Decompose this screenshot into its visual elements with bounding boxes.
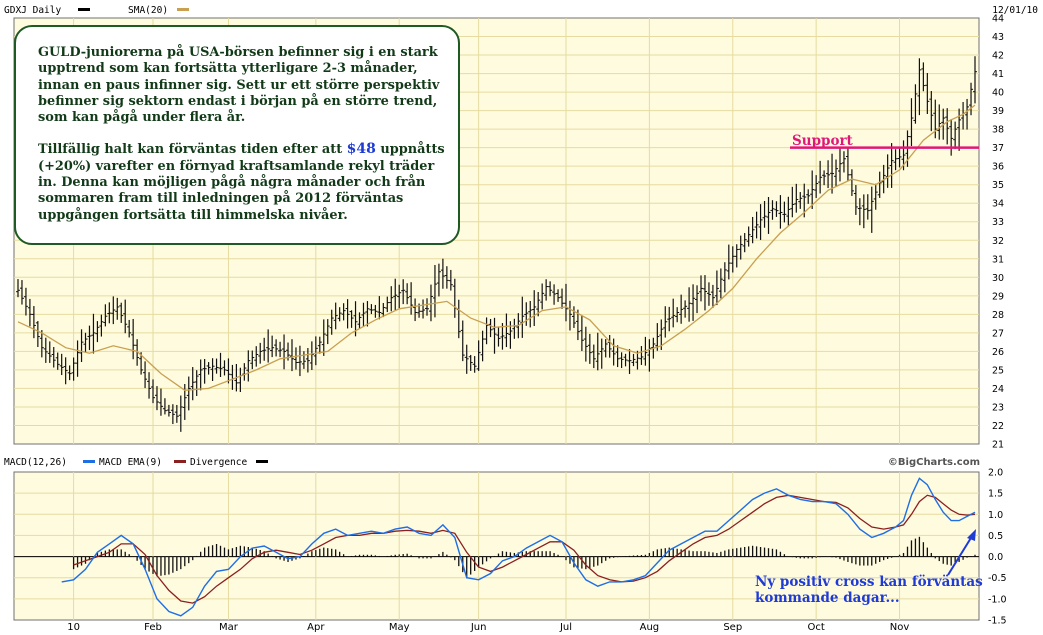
month-label: Jul bbox=[559, 622, 572, 633]
macd-ema-line bbox=[73, 494, 976, 604]
price-tick-label: 21 bbox=[992, 440, 1004, 451]
macd-legend-swatch bbox=[83, 460, 95, 463]
sma-legend-swatch bbox=[177, 8, 189, 11]
macd-ema-legend-label: MACD EMA(9) bbox=[99, 457, 162, 468]
macd-tick-label: -1.5 bbox=[988, 616, 1007, 627]
commentary-box: GULD-juniorerna på USA-börsen befinner s… bbox=[14, 25, 460, 245]
macd-legend-title: MACD(12,26) bbox=[4, 457, 67, 468]
macd-tick-label: 0.0 bbox=[988, 552, 1003, 563]
month-label: Oct bbox=[808, 622, 825, 633]
month-label: Aug bbox=[640, 622, 660, 633]
macd-tick-label: 1.0 bbox=[988, 510, 1003, 521]
macd-tick-label: 1.5 bbox=[988, 489, 1003, 500]
month-label: Mar bbox=[219, 622, 239, 633]
price-tick-label: 42 bbox=[992, 51, 1004, 62]
month-label: Apr bbox=[307, 622, 325, 633]
sma-legend-label: SMA(20) bbox=[128, 5, 168, 16]
macd-line bbox=[61, 477, 976, 617]
price-tick-label: 31 bbox=[992, 254, 1004, 265]
chart-date: 12/01/10 bbox=[992, 5, 1038, 16]
macd-ema-legend-swatch bbox=[174, 460, 186, 463]
price-tick-label: 34 bbox=[992, 199, 1004, 210]
price-tick-label: 29 bbox=[992, 291, 1004, 302]
price-tick-label: 37 bbox=[992, 143, 1004, 154]
sma20-line bbox=[17, 104, 976, 391]
divergence-legend-label: Divergence bbox=[190, 457, 247, 468]
commentary-paragraph-1: GULD-juniorerna på USA-börsen befinner s… bbox=[38, 45, 440, 126]
month-label: May bbox=[389, 622, 410, 633]
support-label: Support bbox=[792, 133, 853, 149]
month-label: Sep bbox=[723, 622, 742, 633]
watermark: ©BigCharts.com bbox=[888, 457, 980, 468]
commentary-text-pre: Tillfällig halt kan förväntas tiden efte… bbox=[38, 142, 347, 158]
macd-tick-label: 0.5 bbox=[988, 531, 1003, 542]
price-tick-label: 27 bbox=[992, 328, 1004, 339]
macd-tick-label: 2.0 bbox=[988, 468, 1003, 479]
price-legend-symbol: GDXJ Daily bbox=[4, 5, 61, 16]
month-label: Jun bbox=[470, 622, 487, 633]
price-tick-label: 30 bbox=[992, 273, 1004, 284]
price-tick-label: 24 bbox=[992, 384, 1004, 395]
price-tick-label: 36 bbox=[992, 162, 1004, 173]
price-tick-label: 35 bbox=[992, 180, 1004, 191]
price-tick-label: 28 bbox=[992, 310, 1004, 321]
price-tick-label: 41 bbox=[992, 69, 1004, 80]
price-legend-swatch bbox=[78, 8, 90, 11]
month-label: 10 bbox=[67, 622, 80, 633]
month-label: Nov bbox=[890, 622, 910, 633]
price-tick-label: 43 bbox=[992, 32, 1004, 43]
divergence-legend-swatch bbox=[256, 460, 268, 463]
price-tick-label: 25 bbox=[992, 365, 1004, 376]
commentary-paragraph-2: Tillfällig halt kan förväntas tiden efte… bbox=[38, 141, 450, 223]
price-tick-label: 38 bbox=[992, 125, 1004, 136]
price-tick-label: 32 bbox=[992, 236, 1004, 247]
macd-tick-label: -1.0 bbox=[988, 594, 1007, 605]
price-tick-label: 22 bbox=[992, 421, 1004, 432]
price-tick-label: 44 bbox=[992, 14, 1004, 25]
cross-arrow bbox=[947, 529, 976, 576]
macd-tick-label: -0.5 bbox=[988, 573, 1007, 584]
price-tick-label: 23 bbox=[992, 402, 1004, 413]
price-tick-label: 26 bbox=[992, 347, 1004, 358]
commentary-text-post: uppnåtts (+20%) varefter en förnyad kraf… bbox=[38, 142, 445, 223]
price-target: $48 bbox=[346, 141, 376, 158]
price-tick-label: 40 bbox=[992, 88, 1004, 99]
month-label: Feb bbox=[144, 622, 162, 633]
cross-annotation: Ny positiv cross kan förväntas kommande … bbox=[755, 574, 983, 606]
price-tick-label: 33 bbox=[992, 217, 1004, 228]
price-tick-label: 39 bbox=[992, 106, 1004, 117]
